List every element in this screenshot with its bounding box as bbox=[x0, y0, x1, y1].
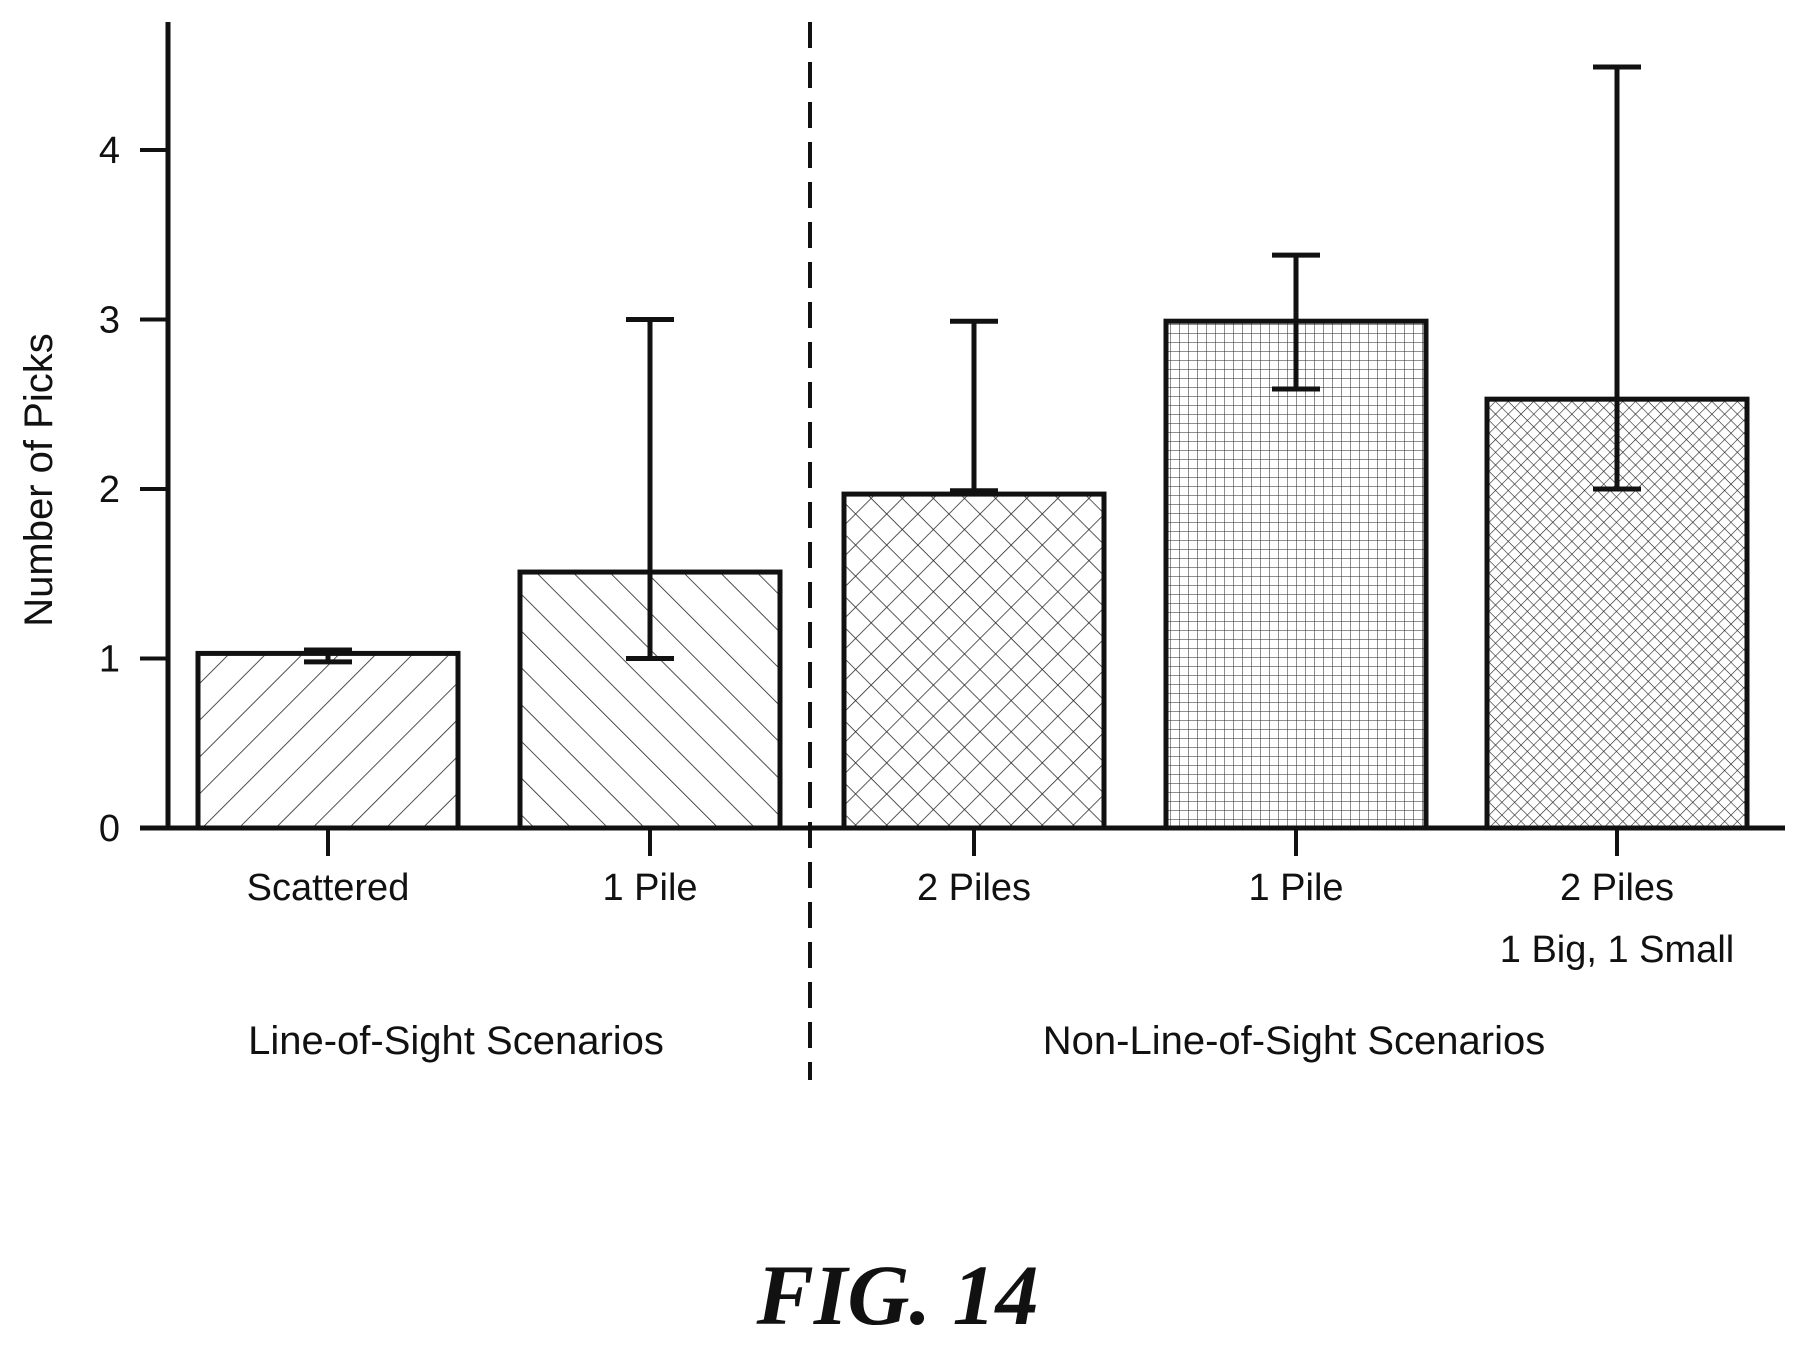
group-label: Non-Line-of-Sight Scenarios bbox=[1043, 1019, 1545, 1063]
error-bar bbox=[304, 647, 352, 665]
x-category-label: 1 Pile bbox=[1248, 867, 1343, 909]
bar bbox=[841, 491, 1107, 831]
x-category-label: 1 Big, 1 Small bbox=[1500, 929, 1734, 971]
error-bar bbox=[626, 317, 674, 661]
group-label: Line-of-Sight Scenarios bbox=[248, 1019, 664, 1063]
x-category-label: Scattered bbox=[247, 867, 410, 909]
y-tick-label: 4 bbox=[99, 130, 120, 172]
bar-series bbox=[195, 318, 1750, 831]
error-bar bbox=[1272, 252, 1320, 392]
figure-caption: FIG. 14 bbox=[756, 1247, 1039, 1343]
x-axis-labels: Scattered 1 Pile 2 Piles 1 Pile 2 Piles 1 Big… bbox=[247, 828, 1734, 971]
y-axis-ticks: 0 1 2 3 4 bbox=[99, 130, 168, 850]
group-labels: Line-of-Sight Scenarios Non-Line-of-Sight… bbox=[248, 1019, 1545, 1063]
x-category-label: 1 Pile bbox=[602, 867, 697, 909]
y-axis-title: Number of Picks bbox=[17, 333, 61, 626]
y-tick-label: 0 bbox=[99, 808, 120, 850]
x-category-label: 2 Piles bbox=[1560, 867, 1674, 909]
error-bars bbox=[304, 64, 1641, 665]
y-tick-label: 2 bbox=[99, 469, 120, 511]
error-bar bbox=[1593, 64, 1641, 492]
bar bbox=[195, 650, 461, 831]
error-bar bbox=[950, 318, 998, 494]
y-tick-label: 1 bbox=[99, 639, 120, 681]
y-tick-label: 3 bbox=[99, 300, 120, 342]
x-category-label: 2 Piles bbox=[917, 867, 1031, 909]
bar bbox=[1163, 318, 1429, 831]
